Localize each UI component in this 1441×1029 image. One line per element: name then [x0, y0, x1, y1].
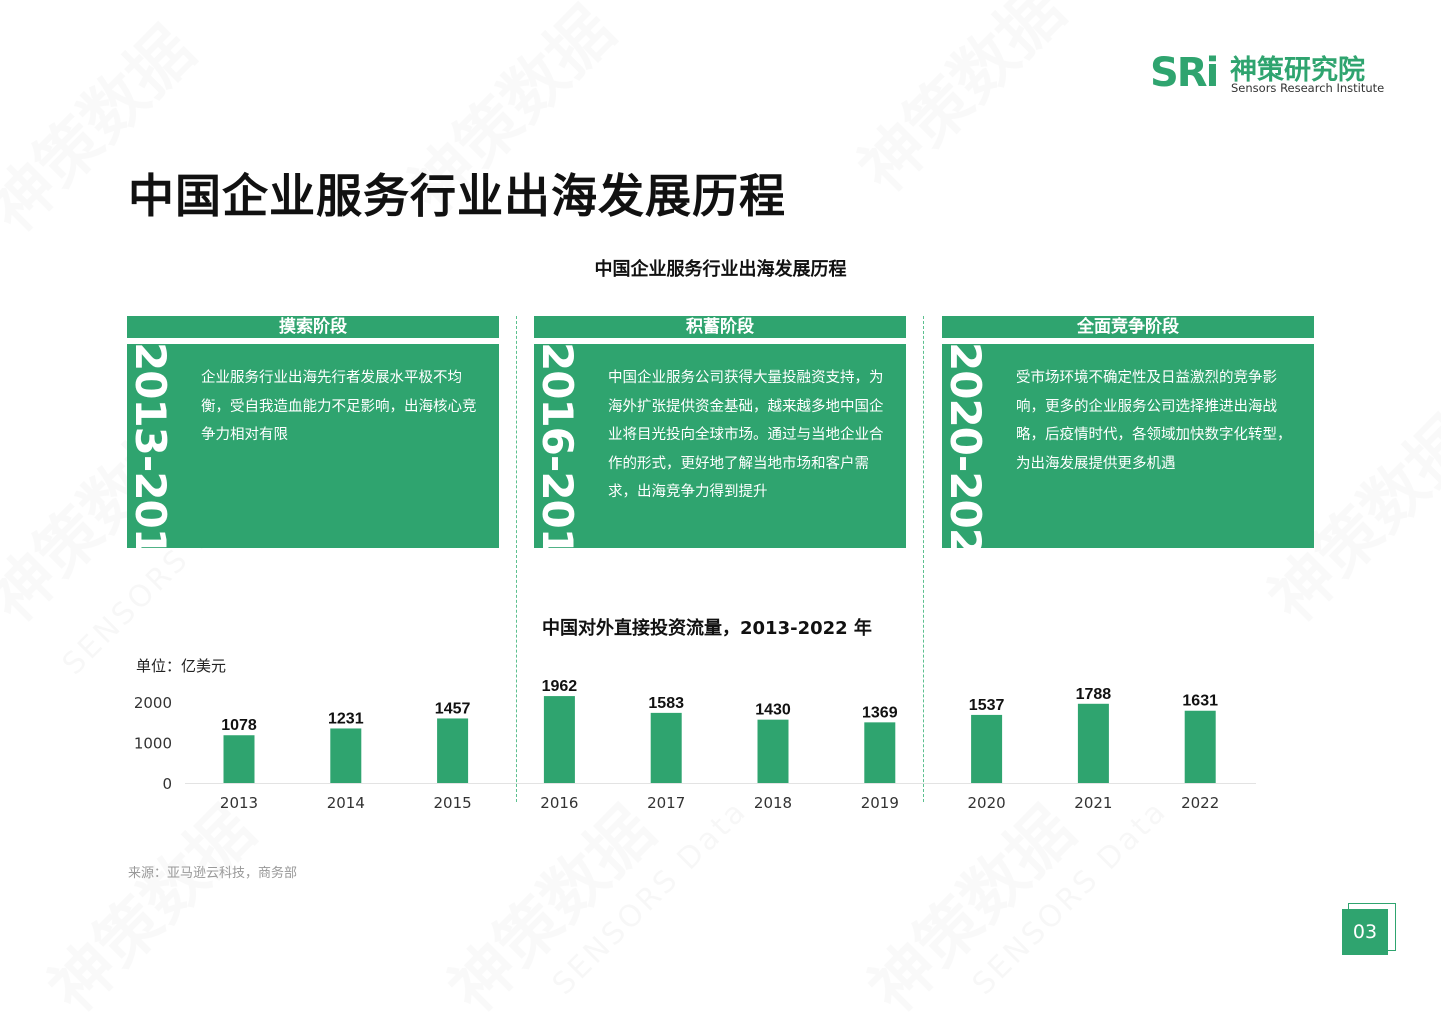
x-tick-label: 2019: [861, 794, 899, 812]
bar-value-label: 1788: [1076, 686, 1112, 703]
bar: [1184, 710, 1216, 783]
stage-title: 全面竞争阶段: [942, 316, 1314, 338]
x-tick-label: 2022: [1181, 794, 1219, 812]
x-tick-label: 2014: [327, 794, 365, 812]
stage-years: 2020-2023: [942, 344, 984, 548]
y-tick-label: 1000: [134, 734, 172, 752]
stage-body: 2016-2019 中国企业服务公司获得大量投融资支持，为海外扩张提供资金基础，…: [534, 344, 906, 548]
stage-description: 中国企业服务公司获得大量投融资支持，为海外扩张提供资金基础，越来越多地中国企业将…: [608, 370, 884, 501]
bar-value-label: 1537: [969, 697, 1005, 714]
bar-value-label: 1631: [1182, 693, 1218, 710]
logo-name-en: Sensors Research Institute: [1231, 81, 1385, 95]
stage-card: 摸索阶段 2013-2015 企业服务行业出海先行者发展水平极不均衡，受自我造血…: [127, 316, 499, 548]
y-tick-label: 2000: [134, 694, 172, 712]
bar-value-label: 1231: [328, 710, 364, 727]
x-tick-label: 2021: [1074, 794, 1112, 812]
watermark-en: SENSORS Data: [546, 793, 755, 1002]
bar-value-label: 1962: [542, 678, 578, 695]
bar-value-label: 1430: [755, 702, 791, 719]
unit-label: 单位：亿美元: [136, 657, 227, 675]
stage-description: 企业服务行业出海先行者发展水平极不均衡，受自我造血能力不足影响，出海核心竞争力相…: [201, 370, 477, 444]
x-tick-label: 2013: [220, 794, 258, 812]
bar: [864, 722, 896, 783]
stage-body: 2013-2015 企业服务行业出海先行者发展水平极不均衡，受自我造血能力不足影…: [127, 344, 499, 548]
bar: [971, 714, 1003, 783]
stage-description: 受市场环境不确定性及日益激烈的竞争影响，更多的企业服务公司选择推进出海战略，后疫…: [1016, 370, 1292, 472]
y-tick-label: 0: [162, 775, 172, 793]
stage-divider: [516, 316, 517, 802]
watermark: 神策数据: [25, 783, 271, 1029]
watermark: 神策数据: [835, 0, 1081, 209]
stage-title: 积蓄阶段: [534, 316, 906, 338]
stage-title: 摸索阶段: [127, 316, 499, 338]
bar-value-label: 1369: [862, 704, 898, 721]
bar: [223, 735, 255, 783]
stage-years: 2016-2019: [534, 344, 576, 548]
x-tick-label: 2015: [434, 794, 472, 812]
logo-name-cn: 神策研究院: [1230, 55, 1365, 86]
bar: [437, 718, 469, 783]
watermark-en: SENSORS Data: [966, 793, 1175, 1002]
source-note: 来源：亚马逊云科技，商务部: [128, 866, 298, 881]
stage-card: 全面竞争阶段 2020-2023 受市场环境不确定性及日益激烈的竞争影响，更多的…: [942, 316, 1314, 548]
bar-value-label: 1583: [648, 695, 684, 712]
watermark: 神策数据: [425, 783, 671, 1029]
x-tick-label: 2020: [968, 794, 1006, 812]
x-tick-label: 2016: [540, 794, 578, 812]
bar-value-label: 1457: [435, 700, 471, 717]
x-tick-label: 2017: [647, 794, 685, 812]
page-title: 中国企业服务行业出海发展历程: [128, 169, 786, 223]
stage-card: 积蓄阶段 2016-2019 中国企业服务公司获得大量投融资支持，为海外扩张提供…: [534, 316, 906, 548]
stage-divider: [923, 316, 924, 802]
bar: [330, 728, 362, 783]
bar: [650, 712, 682, 783]
stage-years: 2013-2015: [127, 344, 169, 548]
bar: [1077, 703, 1109, 783]
watermark: 神策数据: [845, 783, 1091, 1029]
logo-mark: SRi: [1150, 50, 1219, 96]
bar-chart-title: 中国对外直接投资流量，2013-2022 年: [542, 618, 872, 639]
chart-title: 中国企业服务行业出海发展历程: [594, 259, 847, 280]
stage-body: 2020-2023 受市场环境不确定性及日益激烈的竞争影响，更多的企业服务公司选…: [942, 344, 1314, 548]
logo: SRi 神策研究院 Sensors Research Institute: [1150, 46, 1390, 98]
x-tick-label: 2018: [754, 794, 792, 812]
bar: [543, 696, 575, 783]
page-number: 03: [1342, 909, 1388, 955]
bar: [757, 719, 789, 783]
bar-value-label: 1078: [221, 717, 257, 734]
